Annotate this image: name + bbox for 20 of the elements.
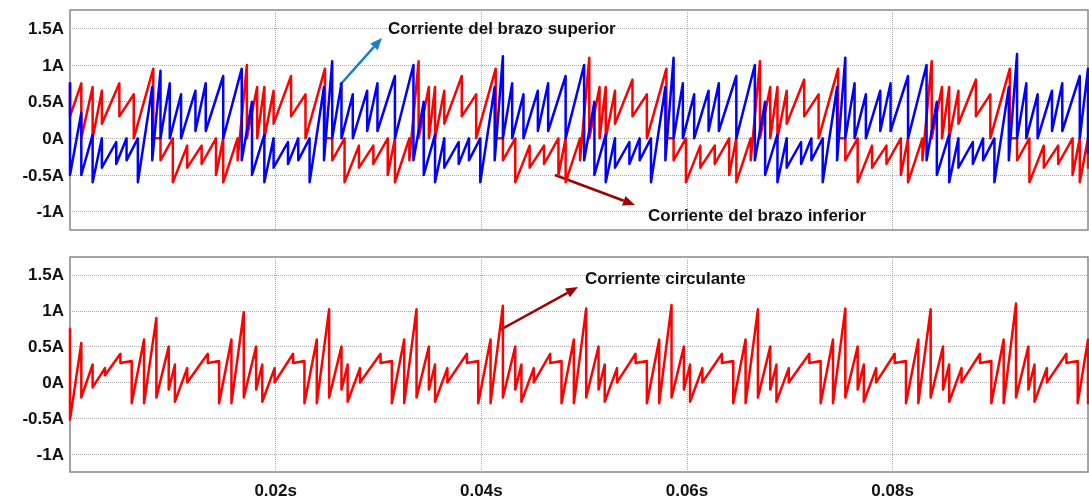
y-tick-label: -1A [36,444,64,464]
y-tick-label: -1A [36,202,64,222]
y-tick-label: -0.5A [22,165,64,185]
x-tick-label: 0.08s [871,481,914,500]
y-tick-label: 1A [42,55,64,75]
y-tick-label: 0.5A [28,92,64,112]
annotation: Corriente circulante [585,268,746,288]
line-series [68,302,1089,421]
y-tick-label: 0A [42,128,64,148]
y-tick-label: 0A [42,372,64,392]
x-tick-label: 0.04s [460,481,503,500]
x-tick-label: 0.06s [665,481,709,500]
y-tick-label: -0.5A [22,408,64,428]
annotation: Corriente del brazo superior [388,18,617,38]
y-tick-label: 0.5A [28,337,64,357]
y-tick-label: 1.5A [28,18,64,38]
x-tick-label: 0.02s [254,481,297,500]
y-tick-label: 1A [42,301,64,321]
y-tick-label: 1.5A [28,265,64,285]
annotation: Corriente del brazo inferior [648,205,867,225]
